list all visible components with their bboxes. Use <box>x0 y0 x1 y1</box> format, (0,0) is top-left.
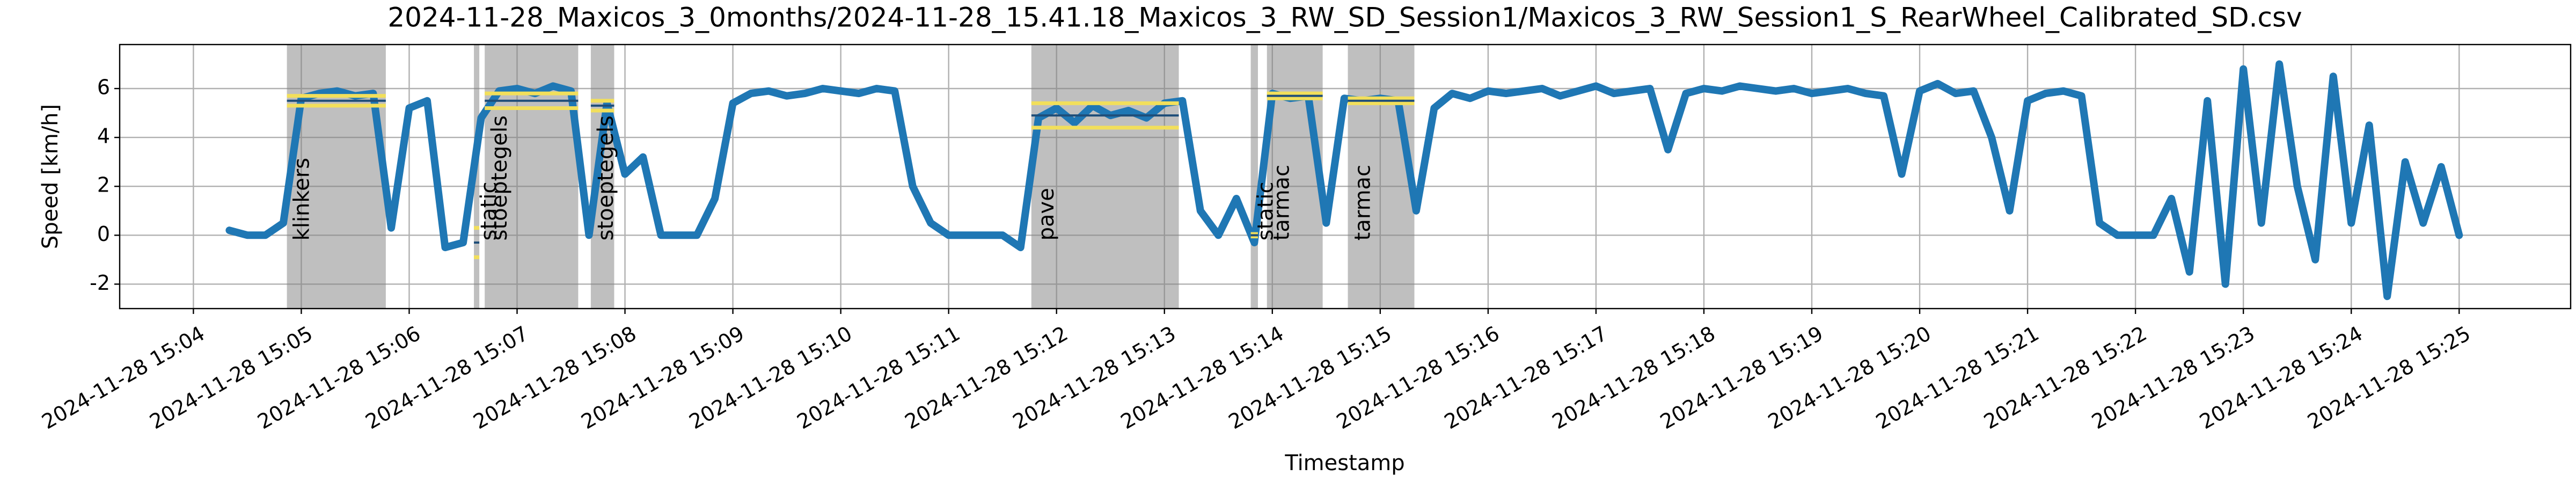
region-label: static <box>477 182 501 241</box>
region-label: pave <box>1034 188 1059 240</box>
region-label: tarmac <box>1270 165 1294 240</box>
region <box>1031 45 1179 309</box>
region <box>1348 45 1415 309</box>
chart-title: 2024-11-28_Maxicos_3_0months/2024-11-28_… <box>387 2 2302 33</box>
region-label: static <box>1254 182 1278 241</box>
region-label: stoeptegels <box>594 115 618 240</box>
speed-line <box>225 60 2463 301</box>
y-tick-label: 0 <box>97 222 110 246</box>
region-label: stoeptegels <box>487 115 512 240</box>
y-tick-label: 6 <box>97 76 110 99</box>
region <box>1267 45 1323 309</box>
y-tick-label: 2 <box>97 173 110 197</box>
region <box>474 45 480 309</box>
y-tick-label: -2 <box>90 271 110 295</box>
y-axis-label: Speed [km/h] <box>38 104 63 249</box>
region-label: klinkers <box>290 158 314 240</box>
axes-frame <box>119 43 2572 310</box>
region <box>1250 45 1258 309</box>
plot-area <box>225 60 2463 301</box>
x-axis-label: Timestamp <box>1284 451 1404 475</box>
y-tick-label: 4 <box>97 125 110 148</box>
region-label: tarmac <box>1351 165 1375 240</box>
